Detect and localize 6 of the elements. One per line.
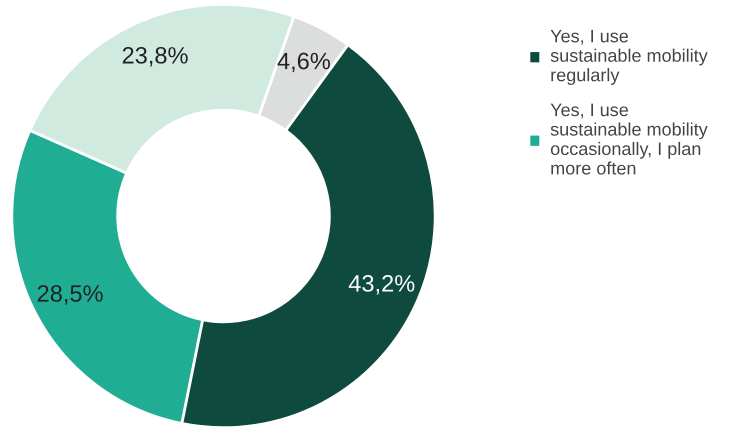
legend-label: Yes, I use sustainable mobility regularly [550,30,708,85]
data-label: 4,6% [278,52,330,72]
data-label: 23,8% [122,46,188,66]
data-label: 28,5% [38,285,103,305]
data-label: 43,2% [348,275,414,295]
legend-label: Yes, I use sustainable mobility occasionally, I plan more often [550,104,708,175]
